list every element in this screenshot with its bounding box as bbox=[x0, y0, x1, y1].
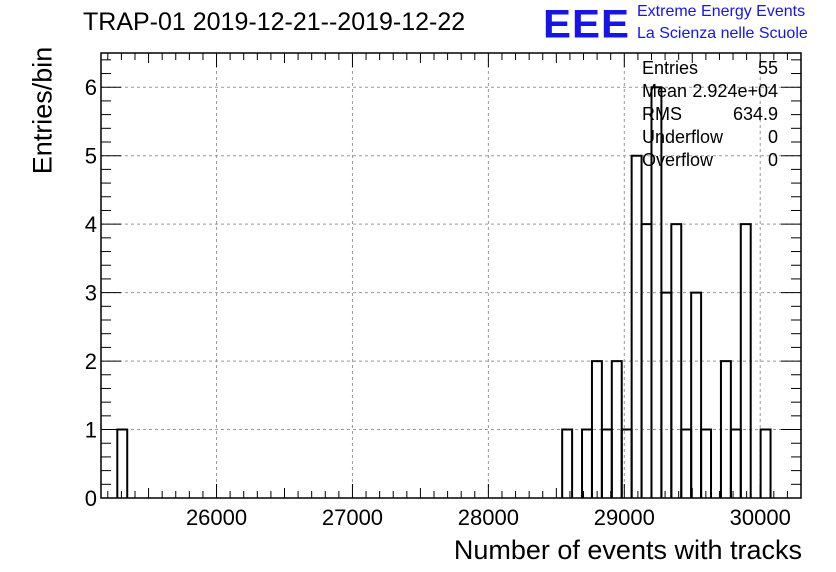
stat-key: Underflow bbox=[642, 127, 724, 147]
chart-title: TRAP-01 2019-12-21--2019-12-22 bbox=[83, 8, 466, 36]
tick-labels: 26000 27000 28000 29000 30000 0 1 2 3 4 5 6 bbox=[85, 75, 791, 530]
stats-box: Entries 55 Mean 2.924e+04 RMS 634.9 Unde… bbox=[640, 58, 780, 173]
stat-entries: Entries 55 bbox=[640, 58, 780, 81]
plot-frame bbox=[100, 52, 802, 499]
y-axis-label: Entries/bin bbox=[27, 46, 58, 175]
x-tick-label: 27000 bbox=[322, 505, 383, 530]
stat-value: 634.9 bbox=[732, 104, 778, 124]
stat-key: Entries bbox=[642, 58, 699, 78]
axis-ticks bbox=[101, 53, 802, 499]
stat-value: 2.924e+04 bbox=[692, 81, 778, 101]
histogram-bin bbox=[630, 154, 643, 498]
stat-value: 0 bbox=[767, 127, 778, 147]
histogram-bin bbox=[680, 428, 693, 498]
histogram-bin bbox=[660, 291, 673, 498]
histogram-bin bbox=[561, 428, 574, 498]
y-tick-label: 4 bbox=[85, 212, 97, 237]
y-tick-label: 1 bbox=[85, 418, 97, 443]
histogram-bin bbox=[581, 428, 593, 498]
histogram-bin bbox=[116, 428, 129, 498]
histogram-bin bbox=[729, 428, 742, 498]
stat-overflow: Overflow 0 bbox=[640, 150, 780, 173]
x-tick-label: 26000 bbox=[186, 505, 247, 530]
stat-mean: Mean 2.924e+04 bbox=[640, 81, 780, 104]
histogram-bin bbox=[759, 428, 772, 498]
histogram-bin bbox=[620, 428, 633, 498]
histogram-bin bbox=[739, 223, 752, 498]
histogram-bin bbox=[700, 428, 713, 498]
histogram-bins bbox=[116, 86, 772, 498]
stat-key: RMS bbox=[642, 104, 682, 124]
x-tick-label: 28000 bbox=[458, 505, 519, 530]
x-tick-label: 29000 bbox=[594, 505, 655, 530]
logo-line-1: Extreme Energy Events bbox=[637, 3, 806, 20]
logo-line-2: La Scienza nelle Scuole bbox=[637, 25, 808, 42]
y-tick-label: 3 bbox=[85, 281, 97, 306]
stat-value: 55 bbox=[757, 58, 778, 78]
stat-rms: RMS 634.9 bbox=[640, 104, 780, 127]
y-tick-label: 0 bbox=[85, 486, 97, 511]
histogram-bin bbox=[600, 428, 613, 498]
stat-value: 0 bbox=[767, 150, 778, 170]
histogram-bin bbox=[670, 223, 683, 498]
stat-key: Mean bbox=[642, 81, 688, 101]
eee-logo: EEE bbox=[543, 1, 631, 46]
y-tick-label: 5 bbox=[85, 144, 97, 169]
x-tick-label: 30000 bbox=[730, 505, 791, 530]
y-tick-label: 6 bbox=[85, 75, 97, 100]
stat-underflow: Underflow 0 bbox=[640, 127, 780, 150]
stat-key: Overflow bbox=[642, 150, 714, 170]
y-tick-label: 2 bbox=[85, 349, 97, 374]
x-axis-label: Number of events with tracks bbox=[453, 535, 802, 565]
histogram-bin bbox=[690, 291, 703, 498]
